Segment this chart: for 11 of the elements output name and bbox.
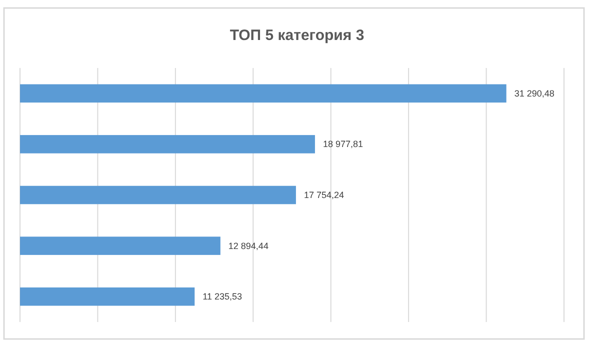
bar — [20, 84, 506, 103]
bar — [20, 186, 296, 204]
bar — [20, 287, 195, 306]
data-label: 18 977,81 — [322, 139, 364, 150]
data-label: 31 290,48 — [514, 88, 554, 98]
chart-title: ТОП 5 категория 3 — [230, 27, 364, 44]
bar — [20, 236, 220, 255]
data-label: 11 235,53 — [202, 292, 242, 302]
data-label: 12 894,44 — [228, 240, 268, 251]
data-label: 17 754,24 — [304, 190, 344, 200]
bar — [20, 135, 315, 154]
